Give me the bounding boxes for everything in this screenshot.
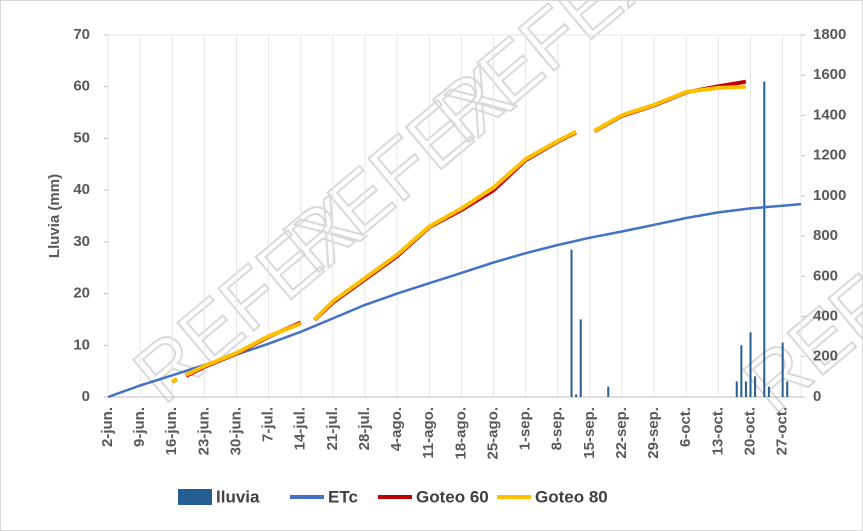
x-tick-label: 23-jun. xyxy=(195,407,212,455)
legend-label: Goteo 80 xyxy=(535,487,608,506)
bar xyxy=(579,319,582,397)
bar xyxy=(575,394,578,397)
bar xyxy=(740,345,743,397)
y2-tick-label: 600 xyxy=(813,267,838,284)
x-tick-label: 9-jun. xyxy=(131,407,148,447)
y2-tick-label: 1600 xyxy=(813,66,846,83)
y-tick-label: 0 xyxy=(82,388,90,405)
bar xyxy=(749,332,752,397)
legend-swatch xyxy=(178,489,212,505)
x-tick-label: 8-sep. xyxy=(549,407,566,450)
bar xyxy=(786,381,789,397)
bar xyxy=(754,376,757,397)
y2-tick-label: 200 xyxy=(813,348,838,365)
legend-label: ETc xyxy=(328,487,358,506)
y2-tick-label: 1000 xyxy=(813,187,846,204)
x-tick-label: 16-jun. xyxy=(163,407,180,455)
y-tick-label: 60 xyxy=(73,78,90,95)
y-tick-label: 20 xyxy=(73,285,90,302)
x-tick-label: 15-sep. xyxy=(581,407,598,459)
y-tick-label: 50 xyxy=(73,129,90,146)
y-tick-label: 10 xyxy=(73,336,90,353)
x-tick-label: 27-oct. xyxy=(774,407,791,455)
bar xyxy=(570,249,573,397)
y2-tick-label: 1400 xyxy=(813,106,846,123)
x-tick-label: 11-ago. xyxy=(420,407,437,459)
x-tick-label: 25-ago. xyxy=(484,407,501,460)
x-tick-label: 22-sep. xyxy=(613,407,630,459)
y2-tick-label: 1200 xyxy=(813,147,846,164)
x-tick-label: 1-sep. xyxy=(517,407,534,450)
bar xyxy=(767,386,770,397)
y2-tick-label: 0 xyxy=(813,388,821,405)
x-tick-label: 13-oct. xyxy=(709,407,726,455)
bar xyxy=(744,381,747,397)
x-tick-label: 7-jul. xyxy=(260,407,277,442)
y2-tick-label: 1800 xyxy=(813,26,846,43)
y-tick-label: 30 xyxy=(73,233,90,250)
x-tick-label: 14-jul. xyxy=(292,407,309,450)
y-tick-label: 70 xyxy=(73,26,90,43)
x-tick-label: 2-jun. xyxy=(99,407,116,447)
line xyxy=(171,84,746,384)
y-axis-label: Lluvia (mm) xyxy=(46,174,63,258)
legend-label: Goteo 60 xyxy=(416,487,489,506)
y2-tick-label: 400 xyxy=(813,308,838,325)
x-tick-label: 18-ago. xyxy=(452,407,469,460)
x-tick-label: 4-ago. xyxy=(388,407,405,451)
x-tick-label: 6-oct. xyxy=(677,407,694,447)
x-tick-label: 28-jul. xyxy=(356,407,373,450)
bar xyxy=(781,342,784,397)
y2-tick-label: 800 xyxy=(813,227,838,244)
x-tick-label: 30-jun. xyxy=(227,407,244,455)
legend-label: lluvia xyxy=(216,487,260,506)
x-tick-label: 20-oct. xyxy=(741,407,758,455)
y-tick-label: 40 xyxy=(73,181,90,198)
bar xyxy=(607,386,610,397)
x-tick-label: 29-sep. xyxy=(645,407,662,459)
x-tick-label: 21-jul. xyxy=(324,407,341,450)
bar xyxy=(735,381,738,397)
bar xyxy=(763,81,766,398)
